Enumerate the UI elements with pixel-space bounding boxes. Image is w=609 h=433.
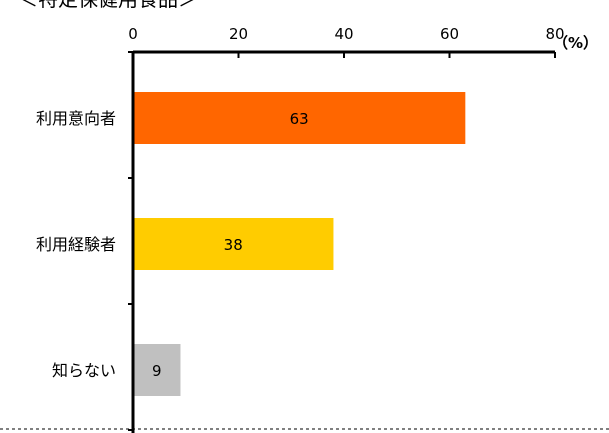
x-tick-label: 0	[128, 25, 138, 43]
x-tick-label: 20	[229, 25, 248, 43]
category-label: 利用意向者	[36, 109, 116, 128]
chart-title: ＜特定保健用食品＞	[18, 0, 198, 11]
x-tick-label: 60	[440, 25, 459, 43]
x-tick-label: 40	[334, 25, 353, 43]
bars	[133, 92, 465, 396]
category-label: 知らない	[52, 361, 116, 380]
data-label: 38	[224, 236, 243, 254]
category-label: 利用経験者	[36, 235, 116, 254]
x-tick-label: 80	[545, 25, 564, 43]
data-label: 63	[290, 110, 309, 128]
data-label: 9	[152, 362, 162, 380]
